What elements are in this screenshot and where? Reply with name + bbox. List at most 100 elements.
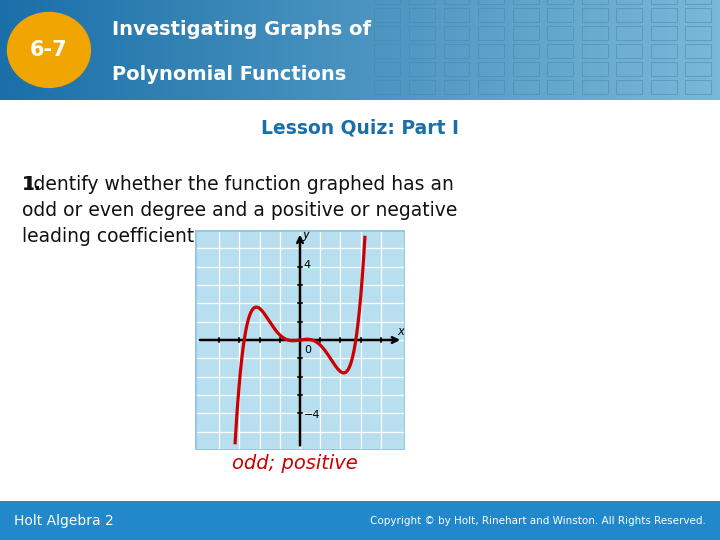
Bar: [34, 0, 36, 100]
Bar: [197, 0, 199, 100]
Bar: [538, 0, 540, 100]
Bar: [547, 63, 573, 76]
Bar: [218, 0, 221, 100]
Bar: [518, 0, 521, 100]
Bar: [616, 9, 642, 22]
Bar: [451, 0, 454, 100]
Bar: [578, 0, 581, 100]
Bar: [274, 0, 276, 100]
Bar: [7, 0, 9, 100]
Bar: [391, 0, 394, 100]
Bar: [711, 0, 713, 100]
Bar: [513, 0, 516, 100]
Bar: [223, 0, 225, 100]
Bar: [533, 0, 535, 100]
Bar: [461, 0, 463, 100]
Bar: [646, 0, 648, 100]
Bar: [288, 0, 290, 100]
Bar: [651, 80, 677, 94]
Bar: [605, 0, 607, 100]
Bar: [94, 0, 96, 100]
Bar: [504, 0, 506, 100]
Bar: [413, 0, 415, 100]
Bar: [593, 0, 595, 100]
Text: −4: −4: [304, 410, 320, 420]
Bar: [14, 0, 17, 100]
Bar: [485, 0, 487, 100]
Bar: [387, 0, 389, 100]
Bar: [91, 0, 94, 100]
Bar: [685, 44, 711, 58]
Bar: [408, 0, 410, 100]
Bar: [79, 0, 81, 100]
Bar: [667, 0, 670, 100]
Bar: [444, 0, 469, 4]
Bar: [86, 0, 89, 100]
Bar: [257, 0, 259, 100]
Bar: [389, 0, 391, 100]
Bar: [0, 0, 2, 100]
Bar: [120, 0, 122, 100]
Bar: [466, 0, 468, 100]
Bar: [19, 0, 22, 100]
Bar: [425, 0, 427, 100]
Bar: [582, 80, 608, 94]
Bar: [276, 0, 279, 100]
Bar: [43, 0, 45, 100]
Bar: [670, 0, 672, 100]
Bar: [343, 0, 346, 100]
Bar: [374, 80, 400, 94]
Bar: [685, 63, 711, 76]
Bar: [175, 0, 178, 100]
Bar: [444, 9, 469, 22]
Bar: [63, 0, 65, 100]
Bar: [77, 0, 79, 100]
Bar: [156, 0, 158, 100]
Bar: [127, 0, 130, 100]
Bar: [616, 26, 642, 40]
Bar: [379, 0, 382, 100]
Bar: [691, 0, 693, 100]
Bar: [662, 0, 665, 100]
Bar: [526, 0, 528, 100]
Bar: [166, 0, 168, 100]
Bar: [137, 0, 139, 100]
Bar: [122, 0, 125, 100]
Bar: [65, 0, 67, 100]
Bar: [554, 0, 557, 100]
Bar: [142, 0, 144, 100]
Bar: [48, 0, 50, 100]
Bar: [634, 0, 636, 100]
Bar: [132, 0, 135, 100]
Bar: [295, 0, 297, 100]
Bar: [45, 0, 48, 100]
Bar: [269, 0, 271, 100]
Bar: [427, 0, 430, 100]
Bar: [202, 0, 204, 100]
Bar: [459, 0, 461, 100]
Bar: [648, 0, 650, 100]
Bar: [473, 0, 475, 100]
Bar: [499, 0, 502, 100]
Bar: [235, 0, 238, 100]
Bar: [444, 26, 469, 40]
Bar: [89, 0, 91, 100]
Bar: [305, 0, 307, 100]
Text: odd or even degree and a positive or negative: odd or even degree and a positive or neg…: [22, 201, 457, 220]
Bar: [685, 9, 711, 22]
Bar: [99, 0, 101, 100]
Bar: [569, 0, 571, 100]
Bar: [574, 0, 576, 100]
Bar: [576, 0, 578, 100]
Bar: [434, 0, 437, 100]
Bar: [310, 0, 312, 100]
Bar: [513, 63, 539, 76]
Ellipse shape: [8, 12, 91, 87]
Bar: [616, 63, 642, 76]
Bar: [607, 0, 610, 100]
Bar: [677, 0, 679, 100]
Bar: [151, 0, 153, 100]
Bar: [326, 0, 329, 100]
Bar: [679, 0, 682, 100]
Bar: [238, 0, 240, 100]
